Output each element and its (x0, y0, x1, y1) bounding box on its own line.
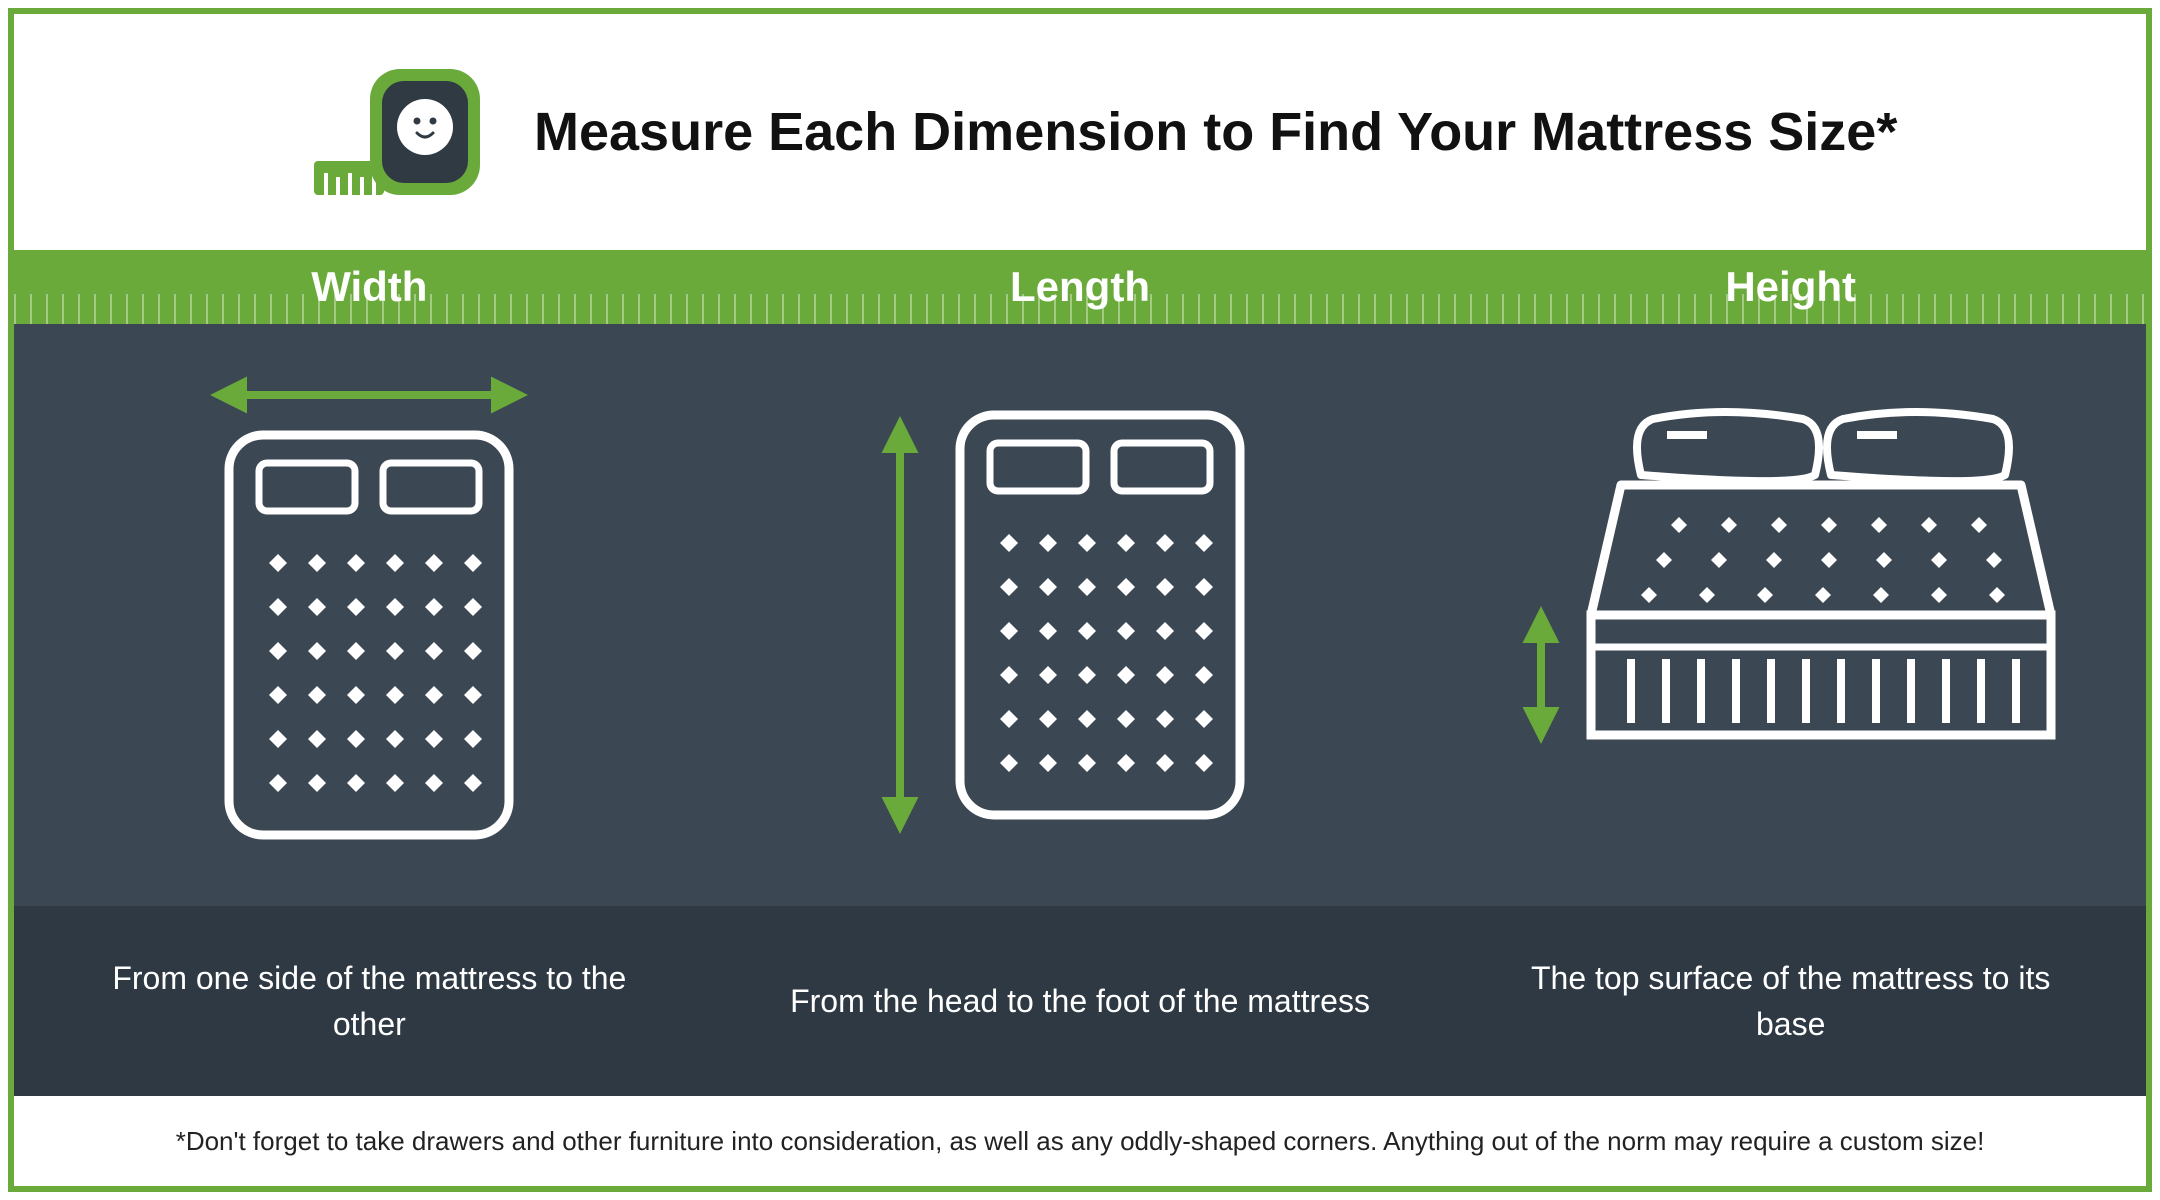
tape-measure-icon (314, 55, 484, 210)
length-illustration (820, 355, 1340, 875)
length-caption: From the head to the foot of the mattres… (790, 978, 1370, 1024)
label-cell-height: Height (1435, 250, 2146, 324)
footnote: *Don't forget to take drawers and other … (176, 1126, 1985, 1157)
illustration-panels (14, 324, 2146, 906)
height-illustration (1471, 355, 2111, 875)
header: Measure Each Dimension to Find Your Matt… (14, 14, 2146, 250)
width-panel (14, 324, 725, 906)
height-label: Height (1725, 263, 1856, 311)
width-label: Width (311, 263, 427, 311)
footer: *Don't forget to take drawers and other … (14, 1096, 2146, 1186)
page-title: Measure Each Dimension to Find Your Matt… (534, 101, 1897, 163)
height-caption: The top surface of the mattress to its b… (1495, 955, 2086, 1048)
dimension-labels-bar: Width Length Height (14, 250, 2146, 324)
length-label: Length (1010, 263, 1150, 311)
width-caption-cell: From one side of the mattress to the oth… (14, 906, 725, 1096)
infographic-frame: Measure Each Dimension to Find Your Matt… (8, 8, 2152, 1192)
length-panel (725, 324, 1436, 906)
label-cell-width: Width (14, 250, 725, 324)
label-cell-length: Length (725, 250, 1436, 324)
height-caption-cell: The top surface of the mattress to its b… (1435, 906, 2146, 1096)
captions-row: From one side of the mattress to the oth… (14, 906, 2146, 1096)
width-illustration (119, 355, 619, 875)
height-panel (1435, 324, 2146, 906)
length-caption-cell: From the head to the foot of the mattres… (725, 906, 1436, 1096)
width-caption: From one side of the mattress to the oth… (74, 955, 665, 1048)
